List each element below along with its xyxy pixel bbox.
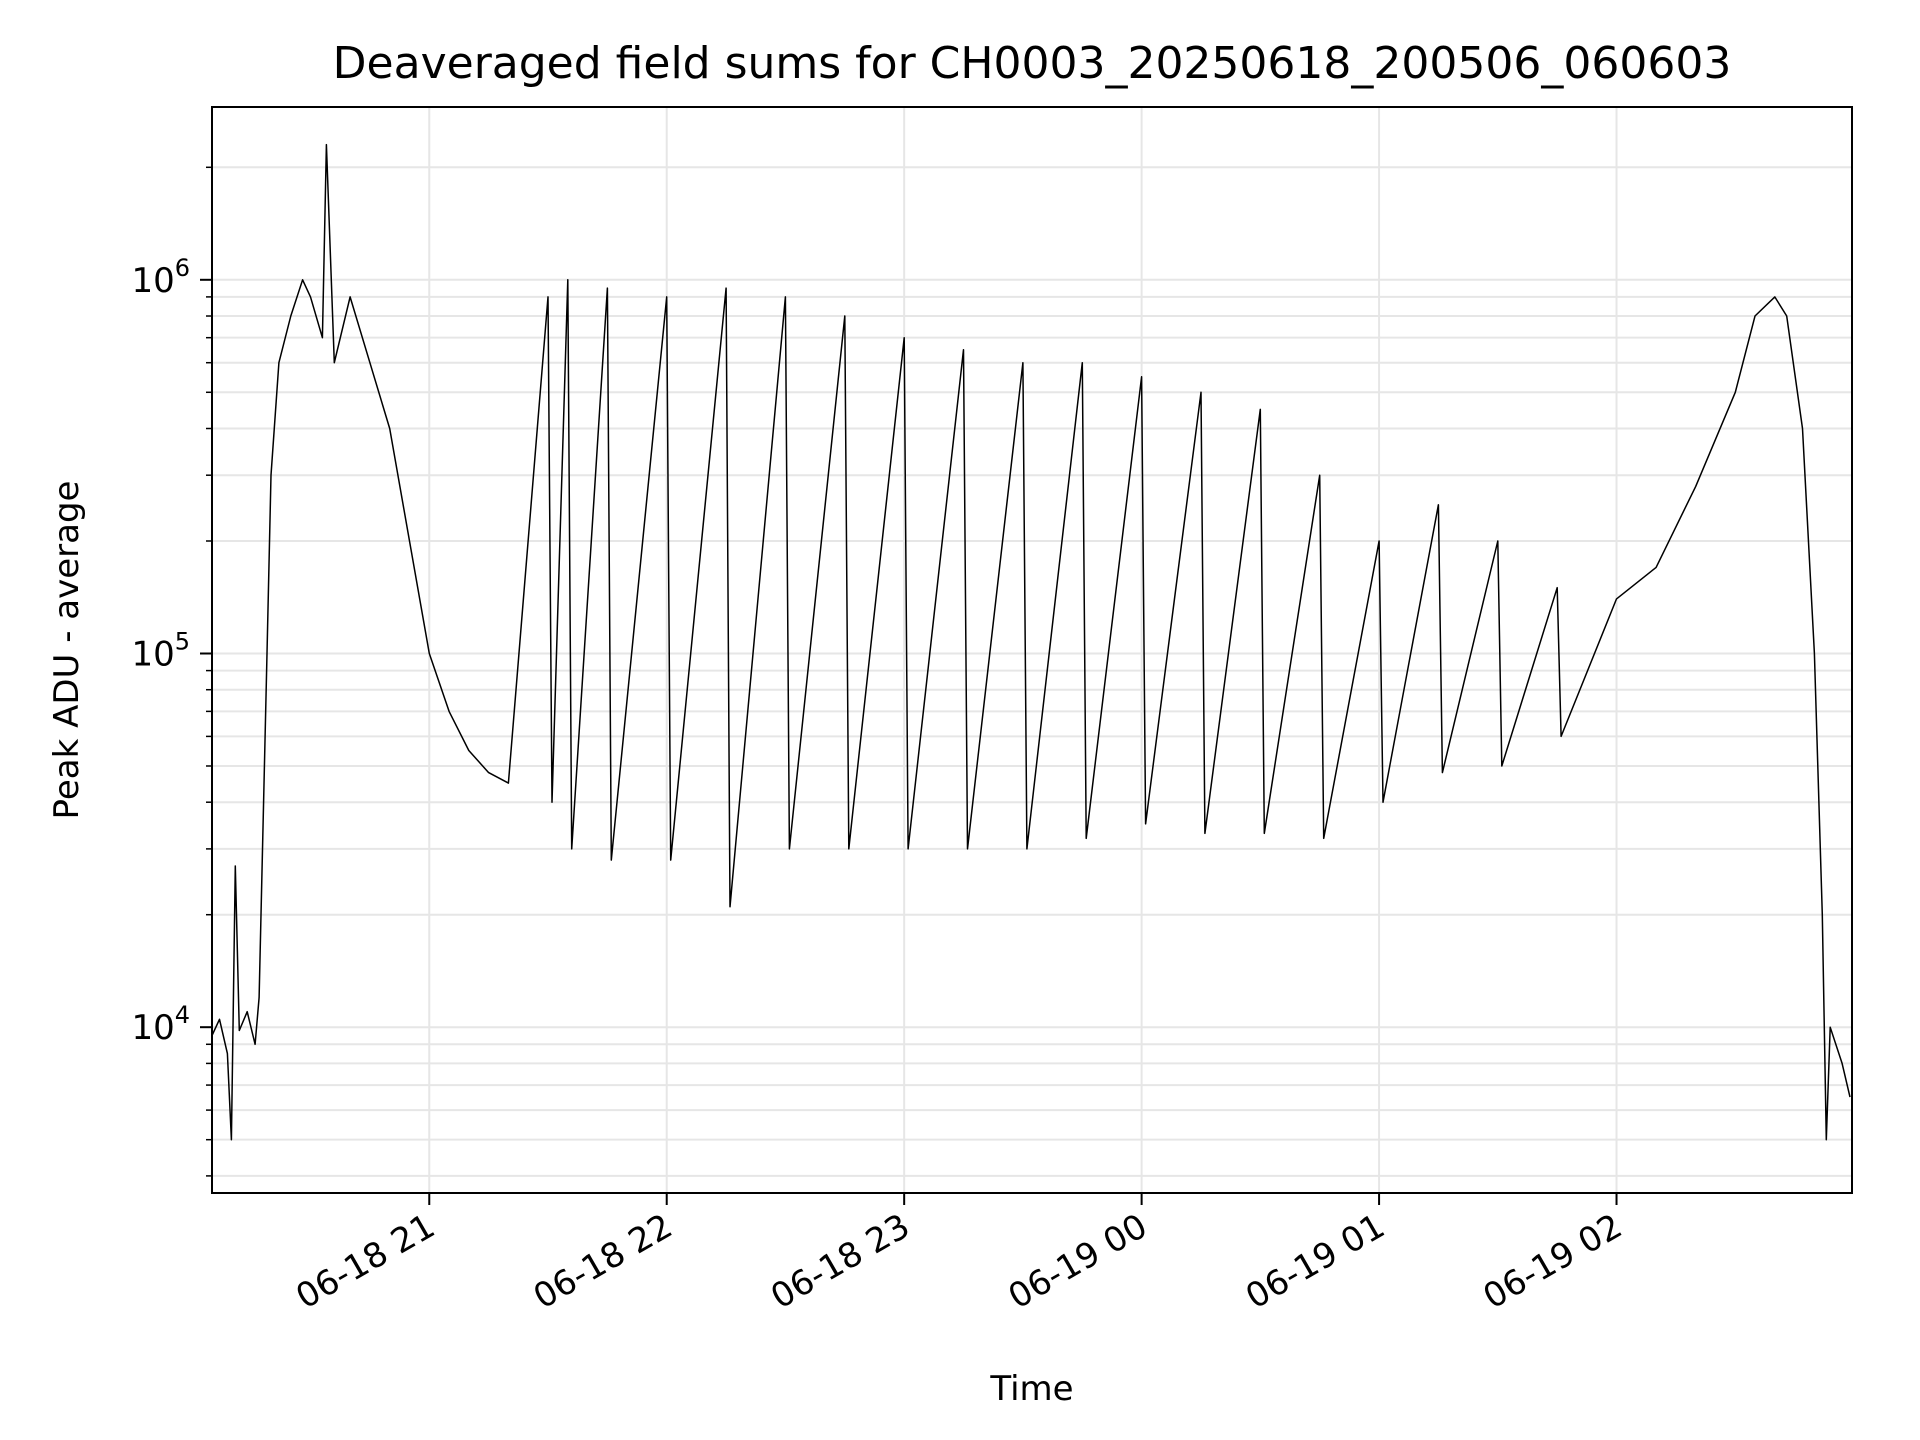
chart-title: Deaveraged field sums for CH0003_2025061… bbox=[333, 38, 1732, 89]
plot-frame bbox=[211, 106, 1853, 1194]
y-axis-label: Peak ADU - average bbox=[47, 481, 87, 820]
y-tick-exponent: 6 bbox=[175, 254, 190, 282]
y-tick-base: 10 bbox=[131, 1008, 174, 1048]
series-line bbox=[211, 143, 1851, 1141]
x-axis-label: Time bbox=[989, 1369, 1073, 1409]
y-tick-base: 10 bbox=[131, 261, 174, 301]
y-tick-label: 104 bbox=[131, 1001, 190, 1048]
y-tick-base: 10 bbox=[131, 634, 174, 674]
y-tick-exponent: 5 bbox=[175, 627, 190, 655]
y-tick-label: 105 bbox=[131, 627, 190, 674]
series-layer bbox=[211, 143, 1851, 1141]
y-tick-label: 106 bbox=[131, 254, 190, 301]
y-tick-exponent: 4 bbox=[175, 1001, 190, 1029]
grid bbox=[212, 107, 1852, 1193]
